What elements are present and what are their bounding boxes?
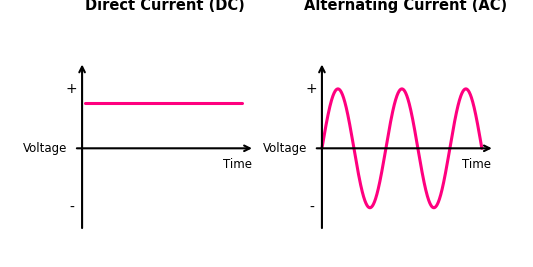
Text: Voltage: Voltage [23, 142, 68, 155]
Text: Direct Current (DC): Direct Current (DC) [85, 0, 245, 13]
Text: Voltage: Voltage [263, 142, 308, 155]
Text: +: + [306, 82, 317, 96]
Text: Time: Time [223, 158, 252, 171]
Text: -: - [69, 201, 74, 215]
Text: +: + [66, 82, 77, 96]
Text: Alternating Current (AC): Alternating Current (AC) [303, 0, 507, 13]
Text: -: - [309, 201, 314, 215]
Text: Time: Time [463, 158, 491, 171]
